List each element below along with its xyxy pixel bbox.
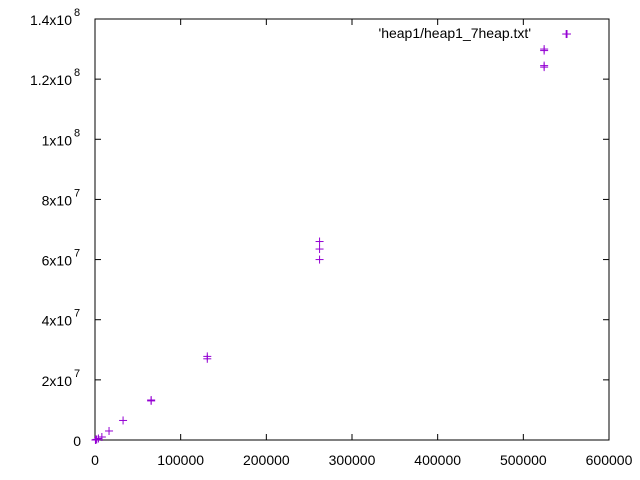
y-tick-exponent: 8 — [74, 67, 80, 79]
x-axis: 0 100000 200000 300000 400000 500000 600000 — [91, 19, 633, 468]
y-tick-label: 8x10 — [42, 192, 73, 208]
x-tick-label: 300000 — [329, 452, 376, 468]
y-tick-exponent: 7 — [74, 308, 80, 320]
y-tick-exponent: 8 — [74, 127, 80, 139]
data-point — [315, 245, 324, 254]
data-point — [540, 45, 549, 54]
data-point — [147, 396, 156, 405]
x-tick-label: 100000 — [157, 452, 204, 468]
data-point — [92, 435, 101, 444]
legend-marker-symbol — [563, 30, 571, 38]
plot-frame — [94, 18, 610, 441]
legend-marker — [563, 30, 571, 38]
y-tick-mantissa: 4x10 — [42, 313, 73, 329]
y-tick-label: 1.4x10 — [30, 12, 72, 28]
y-tick-exponent: 8 — [74, 7, 80, 19]
y-tick-mantissa: 1.4x10 — [30, 12, 72, 28]
x-tick-label: 500000 — [500, 452, 547, 468]
data-point — [97, 432, 106, 441]
legend-label: 'heap1/heap1_7heap.txt' — [379, 25, 531, 41]
y-tick-mantissa: 2x10 — [42, 373, 73, 389]
data-point — [315, 255, 324, 264]
data-point — [105, 426, 114, 435]
x-tick-label: 400000 — [414, 452, 461, 468]
x-tick-label: 600000 — [586, 452, 633, 468]
y-tick-mantissa: 0 — [73, 433, 81, 449]
y-tick-label: 6x10 — [42, 253, 73, 269]
data-point — [119, 416, 128, 425]
data-point — [203, 352, 212, 361]
y-tick-label: 1.2x10 — [30, 72, 72, 88]
y-tick-label: 2x10 — [42, 373, 73, 389]
data-point — [94, 434, 103, 443]
y-tick-mantissa: 8x10 — [42, 192, 73, 208]
y-tick-mantissa: 6x10 — [42, 253, 73, 269]
data-points — [91, 30, 571, 444]
y-tick-exponent: 7 — [74, 248, 80, 260]
y-tick-mantissa: 1.2x10 — [30, 72, 72, 88]
y-tick-exponent: 7 — [74, 368, 80, 380]
y-tick-mantissa: 1x10 — [42, 132, 73, 148]
y-tick-exponent: 7 — [74, 187, 80, 199]
y-tick-label: 4x10 — [42, 313, 73, 329]
data-point — [315, 237, 324, 246]
y-tick-label: 0 — [73, 433, 81, 449]
x-tick-label: 200000 — [243, 452, 290, 468]
y-tick-label: 1x10 — [42, 132, 73, 148]
legend: 'heap1/heap1_7heap.txt' — [379, 25, 571, 41]
x-tick-label: 0 — [91, 452, 99, 468]
data-point — [540, 61, 549, 70]
